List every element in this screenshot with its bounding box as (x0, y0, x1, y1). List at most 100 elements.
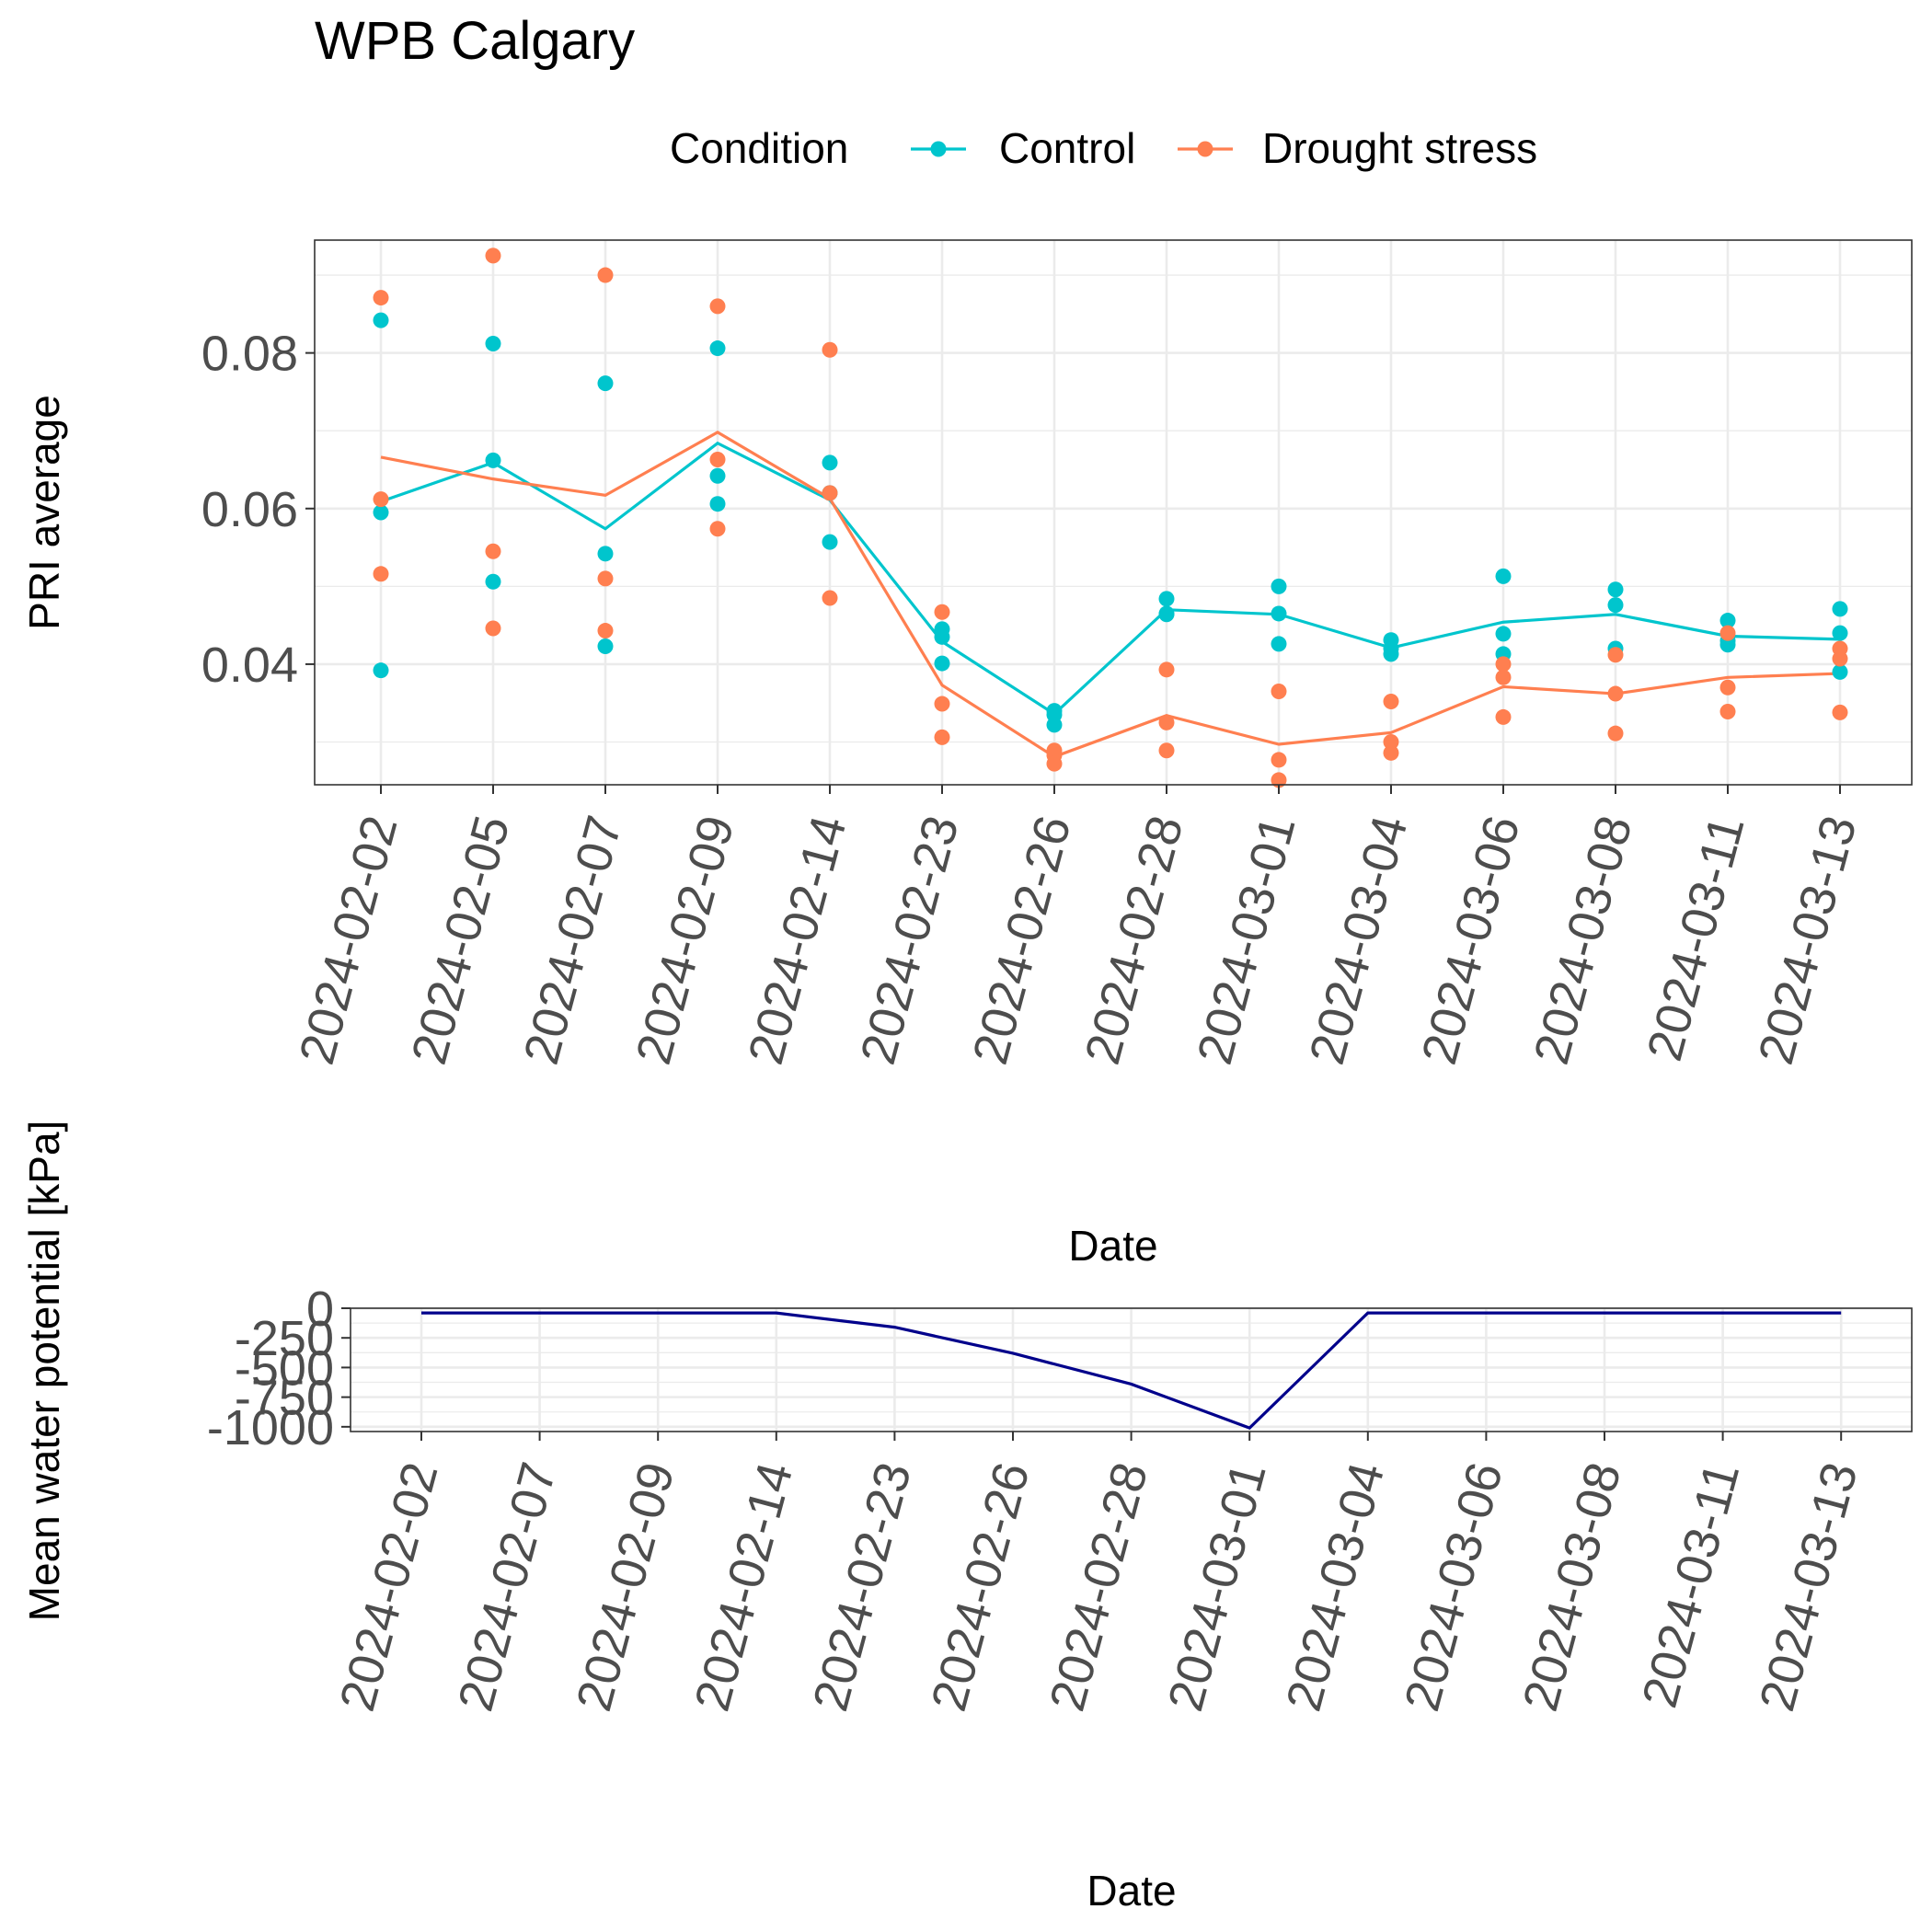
pri-point-s1-x0-0 (373, 290, 389, 306)
pri-point-s0-x2-1 (597, 546, 614, 562)
pri-point-s1-x3-1 (709, 451, 726, 467)
pri-point-s1-x9-2 (1383, 744, 1399, 761)
pri-series-line-1 (380, 431, 1841, 759)
pri-point-s1-x5-0 (934, 604, 950, 620)
pri-point-s0-x2-2 (597, 638, 614, 654)
wp-x-tick-label-8: 2024-03-04 (1276, 1457, 1395, 1717)
pri-x-tick-label-6: 2024-02-26 (962, 811, 1081, 1070)
wp-y-tick-label-2: -500 (235, 1340, 334, 1396)
wp-x-tick-label-2: 2024-02-09 (566, 1457, 684, 1717)
pri-point-s1-x11-2 (1607, 725, 1624, 742)
pri-point-s1-x0-2 (373, 566, 389, 582)
pri-point-s1-x12-2 (1719, 704, 1736, 720)
pri-point-s0-x2-0 (597, 375, 614, 392)
wp-x-tick-label-10: 2024-03-08 (1512, 1457, 1631, 1717)
pri-plot-background (315, 240, 1912, 785)
legend-point-control (930, 141, 947, 157)
pri-point-s1-x1-1 (485, 543, 501, 559)
chart-title: WPB Calgary (315, 11, 635, 71)
legend-item-control: Control (911, 124, 1135, 172)
legend-label-control: Control (999, 124, 1135, 172)
pri-point-s1-x11-1 (1607, 685, 1624, 702)
pri-x-tick-label-7: 2024-02-28 (1075, 811, 1193, 1070)
pri-point-s1-x7-1 (1158, 714, 1175, 730)
pri-point-s1-x10-2 (1495, 708, 1512, 725)
pri-series-line-0 (380, 441, 1841, 717)
pri-x-tick-label-4: 2024-02-14 (738, 811, 857, 1070)
wp-y-tick-label-0: -1000 (207, 1400, 334, 1455)
wp-x-tick-label-7: 2024-03-01 (1157, 1457, 1276, 1717)
water-potential-x-axis-title: Date (1087, 1867, 1176, 1915)
pri-x-tick-label-9: 2024-03-04 (1299, 811, 1418, 1070)
pri-point-s0-x13-0 (1832, 601, 1848, 617)
pri-y-tick-label-1: 0.06 (201, 482, 298, 537)
wp-x-tick-label-12: 2024-03-13 (1749, 1457, 1868, 1717)
pri-panel-border (314, 239, 1913, 786)
pri-point-s1-x13-2 (1832, 704, 1848, 720)
pri-point-s0-x8-0 (1271, 578, 1287, 594)
pri-point-s1-x0-1 (373, 491, 389, 508)
pri-point-s0-x3-0 (709, 340, 726, 357)
pri-point-s1-x13-1 (1832, 650, 1848, 667)
legend-item-drought-stress: Drought stress (1178, 124, 1537, 172)
wp-x-tick-label-4: 2024-02-23 (803, 1457, 922, 1717)
wp-series-line-0 (421, 1311, 1842, 1430)
pri-point-s0-x13-1 (1832, 625, 1848, 641)
wp-x-tick-label-9: 2024-03-06 (1395, 1457, 1513, 1717)
pri-point-s0-x9-2 (1383, 646, 1399, 662)
pri-y-tick-label-0: 0.04 (201, 638, 298, 693)
pri-point-s0-x5-1 (934, 628, 950, 645)
pri-point-s1-x12-1 (1719, 679, 1736, 696)
pri-point-s1-x9-1 (1383, 733, 1399, 750)
pri-point-s1-x3-2 (709, 521, 726, 537)
pri-x-axis-title: Date (1068, 1222, 1157, 1270)
pri-y-axis-title: PRI average (20, 395, 68, 630)
pri-point-s1-x4-1 (822, 485, 838, 501)
pri-point-s1-x2-2 (597, 623, 614, 639)
pri-x-tick-label-11: 2024-03-08 (1524, 811, 1642, 1070)
pri-point-s1-x3-0 (709, 298, 726, 315)
pri-point-s0-x6-2 (1046, 717, 1063, 733)
wp-x-tick-label-0: 2024-02-02 (329, 1457, 448, 1717)
pri-point-s0-x11-0 (1607, 581, 1624, 598)
wp-x-tick-label-3: 2024-02-14 (684, 1457, 803, 1717)
pri-point-s0-x4-0 (822, 454, 838, 471)
pri-point-s1-x10-1 (1495, 669, 1512, 685)
wp-x-tick-label-11: 2024-03-11 (1632, 1457, 1750, 1713)
legend-title: Condition (670, 124, 848, 172)
legend-label-drought-stress: Drought stress (1262, 124, 1537, 172)
pri-point-s1-x5-2 (934, 729, 950, 745)
wp-y-tick-label-1: -750 (235, 1371, 334, 1426)
pri-point-s1-x8-1 (1271, 752, 1287, 768)
pri-point-s1-x5-1 (934, 696, 950, 712)
legend: Condition Control Drought stress (670, 124, 1537, 172)
pri-point-s1-x8-2 (1271, 772, 1287, 788)
pri-point-s1-x2-0 (597, 267, 614, 283)
pri-y-tick-label-2: 0.08 (201, 327, 298, 382)
pri-point-s0-x0-2 (373, 662, 389, 679)
pri-point-s1-x8-0 (1271, 684, 1287, 700)
pri-point-s0-x10-0 (1495, 568, 1512, 584)
pri-point-s1-x9-0 (1383, 694, 1399, 710)
pri-point-s1-x4-2 (822, 590, 838, 606)
pri-point-s0-x11-1 (1607, 597, 1624, 614)
pri-x-tick-label-12: 2024-03-11 (1637, 811, 1754, 1066)
pri-x-tick-label-1: 2024-02-05 (401, 811, 520, 1070)
pri-x-tick-label-0: 2024-02-02 (289, 811, 408, 1070)
pri-x-tick-label-13: 2024-03-13 (1748, 811, 1867, 1070)
pri-point-s0-x5-2 (934, 655, 950, 672)
pri-point-s1-x10-0 (1495, 656, 1512, 673)
pri-point-s1-x6-2 (1046, 755, 1063, 772)
pri-x-tick-label-3: 2024-02-09 (626, 811, 744, 1070)
pri-point-s1-x1-2 (485, 620, 501, 637)
pri-point-s0-x0-0 (373, 312, 389, 328)
pri-point-s0-x4-2 (822, 534, 838, 550)
pri-point-s0-x8-2 (1271, 636, 1287, 652)
pri-point-s0-x10-1 (1495, 626, 1512, 642)
pri-point-s1-x12-0 (1719, 625, 1736, 641)
wp-y-tick-label-3: -250 (235, 1311, 334, 1366)
pri-x-tick-label-5: 2024-02-23 (850, 811, 969, 1070)
